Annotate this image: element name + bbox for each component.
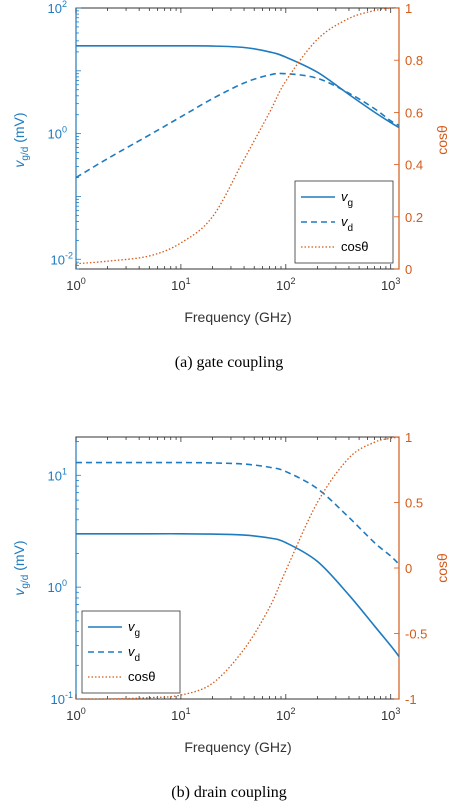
x-tick-label: 100 xyxy=(66,706,85,723)
tick-exponent: 2 xyxy=(291,276,296,286)
left-tick-label: 100 xyxy=(48,125,67,142)
right-tick-label: 0.6 xyxy=(405,105,423,120)
right-tick-label: 0 xyxy=(405,262,412,277)
legend-label-cos: cosθ xyxy=(341,239,368,254)
tick-exponent: 1 xyxy=(62,466,67,476)
left-tick-label: 101 xyxy=(48,466,67,483)
left-axis-title-sub: g/d xyxy=(20,147,31,161)
legend-label-vg: vg xyxy=(128,619,140,639)
left-axis-title-unit: (mV) xyxy=(11,112,27,146)
legend-label-main: v xyxy=(341,189,349,204)
left-axis-title-unit: (mV) xyxy=(11,540,27,574)
legend-label-cos: cosθ xyxy=(128,669,155,684)
tick-exponent: -1 xyxy=(65,690,73,700)
legend-label-main: v xyxy=(128,619,136,634)
tick-exponent: 3 xyxy=(395,276,400,286)
tick-exponent: 1 xyxy=(186,706,191,716)
right-tick-label: 0.8 xyxy=(405,53,423,68)
x-tick-label: 103 xyxy=(381,706,400,723)
left-axis-title-sub: g/d xyxy=(20,575,31,589)
tick-base: 10 xyxy=(276,708,290,723)
legend-label-sub: g xyxy=(348,198,354,209)
legend-label-sub: d xyxy=(135,653,141,664)
right-tick-label: -1 xyxy=(405,692,417,707)
tick-exponent: 2 xyxy=(62,0,67,9)
left-axis-title-main: v xyxy=(11,160,27,168)
tick-exponent: 2 xyxy=(291,706,296,716)
x-tick-label: 100 xyxy=(66,276,85,293)
right-tick-label: 0 xyxy=(405,561,412,576)
series-line-cos xyxy=(75,436,400,700)
series-line-vg xyxy=(76,45,400,129)
tick-base: 10 xyxy=(48,127,62,142)
series-line-vd xyxy=(75,72,400,179)
tick-exponent: -2 xyxy=(65,250,73,260)
tick-exponent: 0 xyxy=(81,276,86,286)
tick-base: 10 xyxy=(66,708,80,723)
x-tick-label: 101 xyxy=(171,706,190,723)
right-tick-label: 0.4 xyxy=(405,158,423,173)
tick-exponent: 0 xyxy=(62,125,67,135)
tick-base: 10 xyxy=(66,278,80,293)
tick-base: 10 xyxy=(381,708,395,723)
left-axis-title: vg/d (mV) xyxy=(11,540,31,595)
legend-label-sub: d xyxy=(348,223,354,234)
legend-label-sub: g xyxy=(135,628,141,639)
tick-exponent: 1 xyxy=(186,276,191,286)
tick-base: 10 xyxy=(48,580,62,595)
x-axis-title: Frequency (GHz) xyxy=(184,739,291,755)
tick-base: 10 xyxy=(51,252,65,267)
x-tick-label: 102 xyxy=(276,706,295,723)
tick-base: 10 xyxy=(48,1,62,16)
legend-label-vg: vg xyxy=(341,189,353,209)
tick-base: 10 xyxy=(48,468,62,483)
tick-base: 10 xyxy=(171,278,185,293)
caption: (b) drain coupling xyxy=(171,784,287,801)
x-tick-label: 102 xyxy=(276,276,295,293)
right-axis-title: cosθ xyxy=(434,553,450,583)
tick-base: 10 xyxy=(171,708,185,723)
left-tick-label: 10-1 xyxy=(51,690,73,707)
left-tick-label: 102 xyxy=(48,0,67,16)
legend-label-main: cosθ xyxy=(128,669,155,684)
right-tick-label: 1 xyxy=(405,1,412,16)
right-tick-label: 0.2 xyxy=(405,210,423,225)
tick-exponent: 3 xyxy=(395,706,400,716)
tick-exponent: 0 xyxy=(62,578,67,588)
right-tick-label: -0.5 xyxy=(405,627,427,642)
x-tick-label: 103 xyxy=(381,276,400,293)
left-tick-label: 100 xyxy=(48,578,67,595)
legend-label-vd: vd xyxy=(128,644,140,664)
right-tick-label: 0.5 xyxy=(405,496,423,511)
tick-exponent: 0 xyxy=(81,706,86,716)
legend-label-main: v xyxy=(341,214,349,229)
legend-label-main: v xyxy=(128,644,136,659)
tick-base: 10 xyxy=(51,692,65,707)
series-line-vd xyxy=(76,461,400,565)
tick-base: 10 xyxy=(276,278,290,293)
legend-label-vd: vd xyxy=(341,214,353,234)
right-axis-title: cosθ xyxy=(434,125,450,155)
series-line-vg xyxy=(75,532,400,657)
tick-base: 10 xyxy=(381,278,395,293)
caption: (a) gate coupling xyxy=(175,354,283,371)
series-line-cos xyxy=(75,7,400,265)
x-tick-label: 101 xyxy=(171,276,190,293)
left-tick-label: 10-2 xyxy=(51,250,73,267)
legend-label-main: cosθ xyxy=(341,239,368,254)
left-axis-title: vg/d (mV) xyxy=(11,112,31,167)
x-axis-title: Frequency (GHz) xyxy=(184,309,291,325)
left-axis-title-main: v xyxy=(11,588,27,596)
right-tick-label: 1 xyxy=(405,430,412,445)
